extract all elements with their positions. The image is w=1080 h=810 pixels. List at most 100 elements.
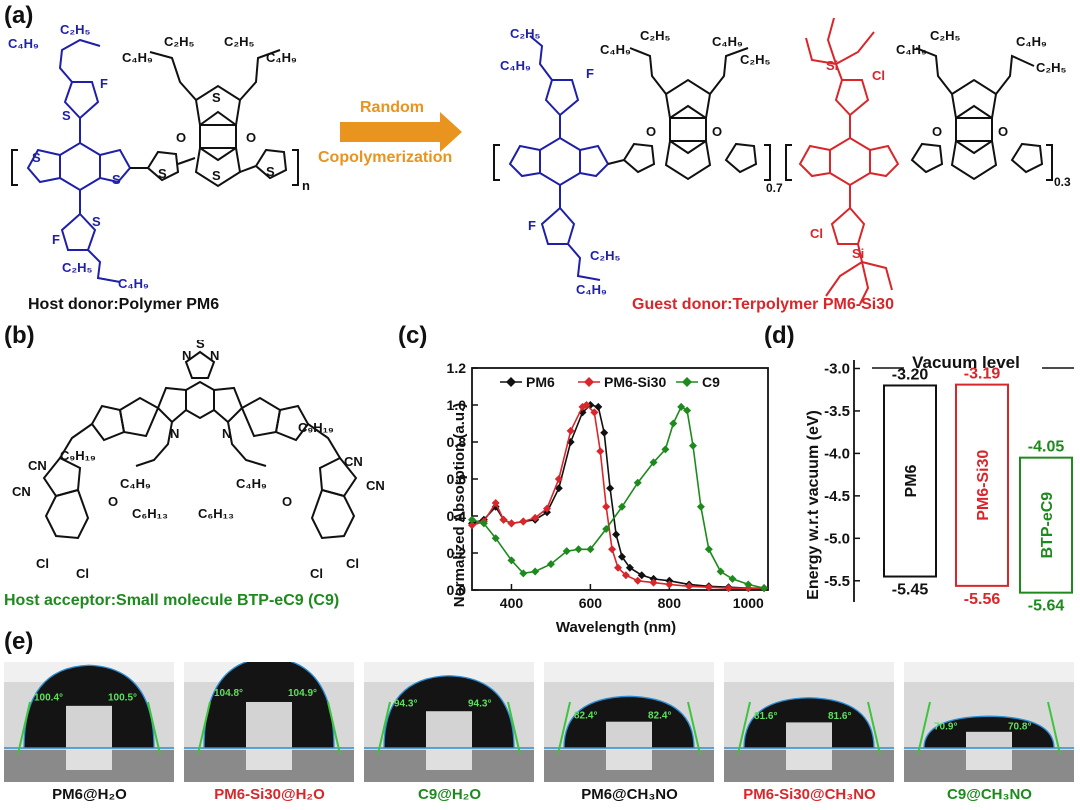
pm6-label-s-bdd-top: S bbox=[212, 90, 221, 105]
pm6-top-thiophene bbox=[63, 81, 100, 120]
si30-label-f-blue-top: F bbox=[586, 66, 594, 81]
btp-label-cl-left-1: Cl bbox=[36, 556, 49, 571]
pm6-label-s-top: S bbox=[62, 108, 71, 123]
arrow-label-copolymerization: Copolymerization bbox=[318, 149, 452, 166]
data-point bbox=[696, 502, 705, 511]
btp-label-n-left: N bbox=[170, 426, 179, 441]
fit-circle bbox=[23, 664, 155, 749]
data-point bbox=[590, 408, 599, 417]
data-point bbox=[728, 574, 737, 583]
data-point bbox=[760, 584, 769, 593]
pm6-label-c2h5-top: C₂H₅ bbox=[60, 22, 91, 37]
panel-b-structure: N S N C₉H₁₉ C₉H₁₉ N N CN CN CN CN O O C₄… bbox=[12, 340, 385, 581]
vacuum-level-title: Vacuum level bbox=[912, 353, 1020, 372]
si30-blue-top-alkyl bbox=[529, 35, 553, 81]
copolymerization-arrow: Random Copolymerization bbox=[318, 99, 462, 166]
legend-marker bbox=[682, 377, 692, 387]
tangent-right bbox=[867, 701, 881, 755]
tangent-right bbox=[1047, 701, 1061, 755]
si30-label-f-blue-bottom: F bbox=[528, 218, 536, 233]
si30-thiophene-b bbox=[724, 142, 758, 174]
btp-label-cn-left-1: CN bbox=[28, 458, 47, 473]
si30-label-c4h9-a2: C₄H₉ bbox=[712, 34, 743, 49]
si30-blue-bdt-left bbox=[508, 144, 541, 178]
btp-label-cn-left-2: CN bbox=[12, 484, 31, 499]
legend-label: PM6-Si30 bbox=[604, 374, 666, 390]
droplet-highlight bbox=[246, 701, 292, 770]
si30-bdd-ring-a bbox=[669, 104, 707, 155]
btp-label-c9h19-right: C₉H₁₉ bbox=[298, 420, 334, 435]
btp-thienothiophene-left bbox=[118, 396, 160, 438]
panel-label-d: (d) bbox=[764, 322, 795, 349]
si30-label-c4h9-a1: C₄H₉ bbox=[600, 42, 631, 57]
angle-right: 100.5° bbox=[108, 692, 137, 703]
angle-right: 104.9° bbox=[288, 688, 317, 699]
y-tick-label: 1.2 bbox=[447, 360, 467, 376]
tangent-right bbox=[147, 701, 161, 755]
si30-label-x03: 0.3 bbox=[1054, 175, 1071, 189]
series-pm6 bbox=[468, 401, 769, 593]
si30-bdd-bottom-a bbox=[664, 140, 712, 181]
data-point bbox=[562, 547, 571, 556]
pm6-bdd-alkyl-left bbox=[149, 51, 197, 101]
contact-angle-image: 100.4° 100.5° bbox=[4, 662, 174, 782]
energy-box-btp-ec9: -4.05 -5.64 BTP-eC9 bbox=[1019, 439, 1073, 615]
data-point bbox=[704, 583, 713, 592]
angle-right: 94.3° bbox=[468, 699, 491, 710]
data-point bbox=[531, 513, 540, 522]
si30-label-c4h9-b2: C₄H₉ bbox=[1016, 34, 1047, 49]
host-acceptor-caption: Host acceptor:Small molecule BTP-eC9 (C9… bbox=[4, 592, 340, 609]
si30-label-o-a-right: O bbox=[712, 124, 722, 139]
tangent-right bbox=[507, 701, 521, 755]
homo-label: -5.64 bbox=[1028, 598, 1065, 615]
data-point bbox=[606, 484, 615, 493]
si30-bdd-ring-b bbox=[955, 104, 993, 155]
data-point bbox=[507, 556, 516, 565]
pm6-label-c4h9-top: C₄H₉ bbox=[8, 36, 39, 51]
si30-bdd-alkyl-a-right bbox=[709, 47, 749, 95]
pm6-label-f-top: F bbox=[100, 76, 108, 91]
data-point bbox=[637, 571, 646, 580]
y-tick-label: 0.2 bbox=[447, 545, 467, 561]
tangent-left bbox=[917, 701, 931, 755]
btp-pyrrole-right bbox=[213, 386, 244, 424]
pm6-link-3 bbox=[239, 165, 257, 173]
btp-label-o-right: O bbox=[282, 494, 292, 509]
tangent-left bbox=[17, 701, 31, 755]
data-point bbox=[468, 521, 476, 530]
si30-right-bracket bbox=[1046, 144, 1053, 181]
data-point bbox=[617, 552, 626, 561]
data-point bbox=[661, 445, 670, 454]
btp-thiadiazole bbox=[184, 350, 216, 379]
data-point bbox=[621, 571, 630, 580]
si30-bdd-top-a bbox=[664, 78, 712, 119]
pm6-bdt-core bbox=[59, 141, 101, 192]
btp-label-c4h9-right: C₄H₉ bbox=[236, 476, 267, 491]
legend-marker bbox=[506, 377, 516, 387]
data-point bbox=[519, 517, 528, 526]
chart-series bbox=[468, 401, 769, 593]
data-point bbox=[499, 515, 508, 524]
si30-bdd-alkyl-a-left bbox=[629, 47, 667, 95]
si30-label-c2h5-a1: C₂H₅ bbox=[640, 28, 671, 43]
btp-vinyl-left bbox=[59, 423, 93, 459]
pm6-label-s-bdt-left: S bbox=[32, 150, 41, 165]
pm6-label-s-th2: S bbox=[266, 164, 275, 179]
data-point bbox=[600, 428, 609, 437]
btp-label-s-top: S bbox=[196, 340, 205, 351]
btp-label-c4h9-left: C₄H₉ bbox=[120, 476, 151, 491]
energy-box-pm6: -3.20 -5.45 PM6 bbox=[883, 366, 937, 599]
data-point bbox=[519, 569, 528, 578]
y-tick-label: 1.0 bbox=[447, 397, 467, 413]
si30-label-cl-top: Cl bbox=[872, 68, 885, 83]
btp-vinyl-right bbox=[307, 423, 341, 459]
si30-label-c2h5-a2: C₂H₅ bbox=[740, 52, 771, 67]
tangent-right bbox=[327, 701, 341, 755]
panel-label-c: (c) bbox=[398, 322, 428, 349]
si30-label-c2h5-blue-bottom: C₂H₅ bbox=[590, 248, 621, 263]
btp-benzene-core bbox=[185, 380, 215, 420]
legend-label: C9 bbox=[702, 374, 720, 390]
pm6-thiophene-2 bbox=[254, 148, 288, 180]
pm6-label-c4h9-bottom: C₄H₉ bbox=[118, 276, 149, 291]
pm6-label-s-bottom: S bbox=[92, 214, 101, 229]
